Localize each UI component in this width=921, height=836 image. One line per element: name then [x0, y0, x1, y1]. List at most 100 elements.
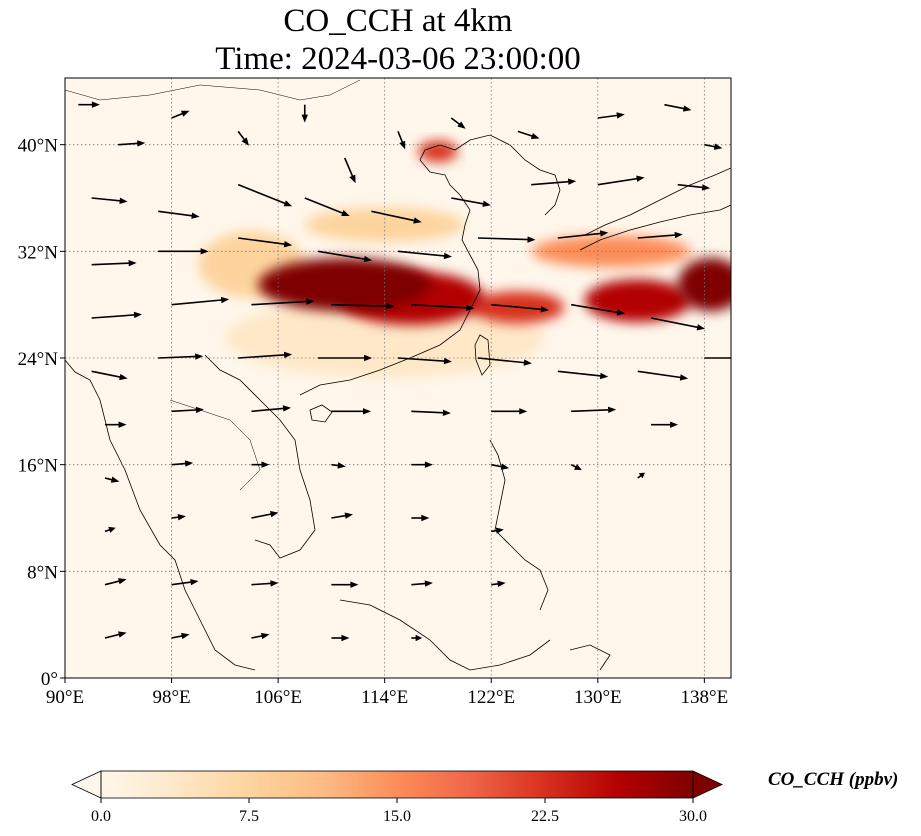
- wind-arrow: [104, 421, 127, 428]
- lat-tick-label: 8°N: [27, 562, 58, 583]
- wind-arrow: [237, 183, 293, 207]
- wind-arrow: [411, 409, 451, 416]
- lon-tick-label: 130°E: [574, 687, 622, 708]
- wind-arrow: [704, 357, 731, 359]
- coastline-indochina-east: [204, 354, 316, 559]
- map-frame: [64, 77, 732, 679]
- wind-arrow: [331, 512, 353, 519]
- lon-tick-label: 138°E: [681, 687, 729, 708]
- wind-arrow: [597, 112, 625, 119]
- wind-arrow: [343, 157, 356, 184]
- border-mongolia: [65, 79, 361, 101]
- wind-arrow: [491, 303, 549, 313]
- wind-arrow: [397, 131, 406, 150]
- wind-arrow: [571, 406, 617, 414]
- lat-tick-label: 40°N: [18, 136, 59, 157]
- border-laos: [169, 399, 261, 491]
- wind-arrow: [557, 230, 609, 239]
- wind-arrow: [104, 526, 116, 533]
- wind-arrow: [677, 183, 711, 191]
- wind-arrow: [597, 175, 645, 186]
- colorbar-tick-label: 30.0: [679, 808, 707, 825]
- coastline-borneo: [339, 599, 551, 671]
- wind-arrow: [371, 210, 422, 224]
- colorbar-min-extend: [71, 770, 102, 799]
- wind-arrow: [158, 248, 209, 255]
- lat-tick-label: 32°N: [18, 242, 59, 263]
- wind-arrow: [318, 354, 373, 362]
- wind-arrow: [397, 357, 452, 365]
- wind-arrow: [331, 408, 371, 415]
- wind-arrow: [91, 197, 128, 204]
- wind-arrow: [251, 461, 270, 468]
- wind-arrow: [251, 632, 270, 640]
- colorbar-tick-label: 7.5: [239, 808, 259, 825]
- wind-arrow: [158, 210, 200, 219]
- wind-arrow: [477, 357, 532, 366]
- plot-subtitle-time: Time: 2024-03-06 23:00:00: [215, 41, 581, 77]
- coastline-japan-south: [579, 204, 731, 251]
- colorbar-label: CO_CCH (ppbv): [768, 769, 899, 790]
- wind-arrow: [118, 140, 146, 147]
- wind-arrow: [397, 250, 452, 260]
- field-japan-band: [531, 235, 692, 268]
- wind-arrow: [411, 580, 433, 587]
- colorbar-gradient: [101, 771, 693, 798]
- colorbar-tick-label: 0.0: [91, 808, 111, 825]
- wind-vectors: [78, 101, 731, 642]
- lat-tick-label: 0°: [41, 669, 58, 690]
- lon-tick-label: 114°E: [361, 687, 408, 708]
- wind-arrow: [411, 303, 475, 312]
- wind-arrow: [91, 370, 128, 381]
- wind-arrow: [91, 311, 143, 319]
- lat-tick-label: 16°N: [18, 456, 59, 477]
- colorbar-ticks: 0.0 7.5 15.0 22.5 30.0: [91, 798, 707, 825]
- lon-tick-label: 98°E: [152, 687, 190, 708]
- wind-arrow: [637, 370, 689, 381]
- wind-arrow: [251, 298, 315, 306]
- wind-arrow: [104, 476, 120, 483]
- wind-arrow: [477, 236, 536, 243]
- wind-arrow: [331, 634, 350, 642]
- wind-arrow: [238, 351, 293, 359]
- wind-arrow: [251, 405, 292, 413]
- lat-tick-label: 24°N: [18, 349, 59, 370]
- wind-arrow: [517, 130, 540, 140]
- colorbar-max-extend: [692, 770, 723, 799]
- wind-arrow: [301, 104, 308, 123]
- wind-arrow: [637, 231, 683, 239]
- wind-arrow: [91, 259, 137, 267]
- field-main-plume: [258, 258, 432, 312]
- wind-arrow: [104, 631, 127, 639]
- wind-arrow: [331, 581, 359, 588]
- wind-arrow: [171, 110, 190, 119]
- wind-arrow: [78, 101, 100, 108]
- wind-arrow: [411, 514, 430, 522]
- wind-arrow: [650, 317, 706, 331]
- wind-arrow: [331, 303, 395, 310]
- lon-tick-label: 106°E: [254, 687, 302, 708]
- wind-arrow: [411, 461, 433, 468]
- wind-arrow: [704, 143, 723, 150]
- colorbar-tick-label: 22.5: [531, 808, 559, 825]
- field-north-band: [304, 207, 465, 243]
- wind-arrow: [411, 634, 423, 642]
- wind-arrow: [171, 296, 230, 306]
- wind-arrow: [238, 237, 293, 248]
- wind-arrow: [251, 580, 279, 587]
- coastline-japan-north: [584, 167, 731, 236]
- wind-arrow: [531, 178, 577, 186]
- wind-arrow: [171, 578, 199, 586]
- wind-arrow: [570, 463, 582, 471]
- wind-arrow: [491, 580, 506, 588]
- wind-arrow: [637, 472, 645, 479]
- colorbar-tick-label: 15.0: [383, 808, 411, 825]
- wind-arrow: [451, 197, 491, 207]
- wind-arrow: [450, 117, 466, 129]
- wind-arrow: [171, 406, 204, 414]
- island-taiwan: [474, 334, 491, 376]
- wind-arrow: [571, 303, 626, 316]
- wind-arrow: [171, 460, 194, 467]
- field-far-east-plume: [677, 258, 731, 312]
